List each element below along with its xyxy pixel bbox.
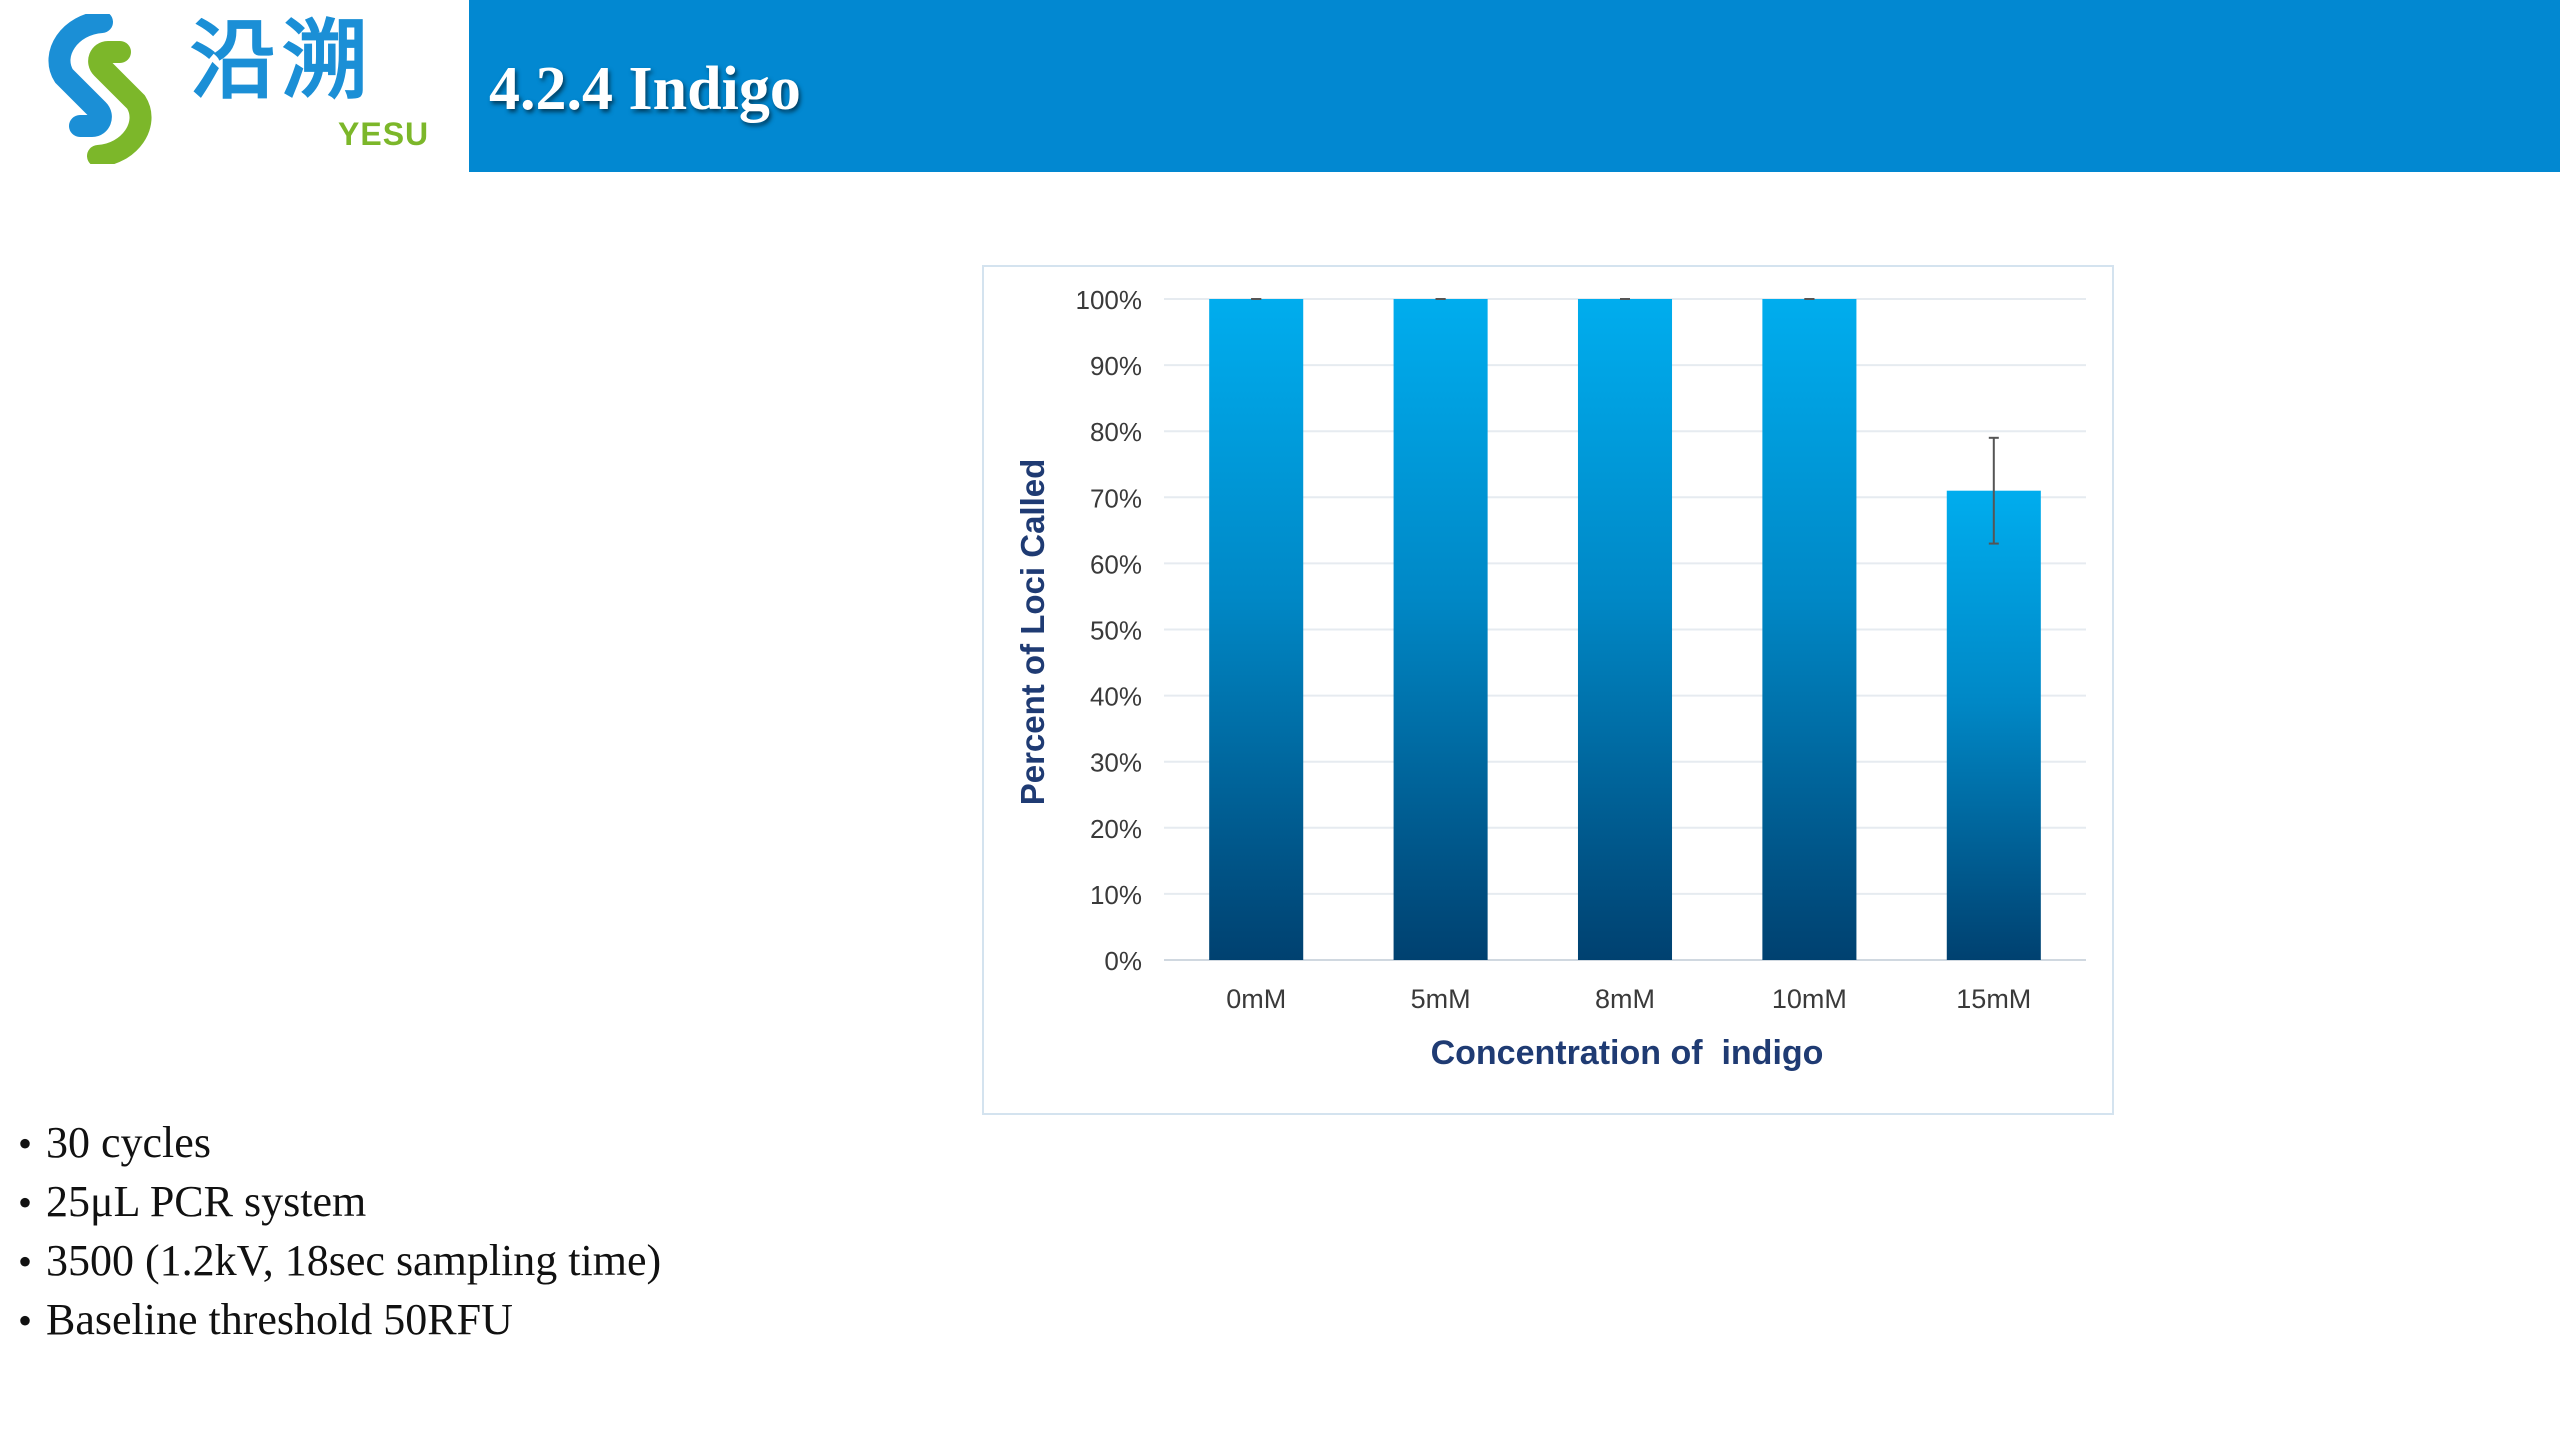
logo-chinese-text: 沿溯 (190, 11, 374, 111)
bar (1946, 490, 2041, 960)
bar-chart: 0% 10% 20% 30% 40% 50% 60% 70% 80% 90% 100% 0mM 5mM… (982, 265, 2114, 1115)
page-title: 4.2.4 Indigo (489, 55, 801, 123)
error-bars (1251, 298, 1999, 545)
chart-svg: 0% 10% 20% 30% 40% 50% 60% 70% 80% 90% 100% 0mM 5mM… (1014, 285, 2086, 1072)
y-tick-label: 0% (1104, 946, 1142, 976)
bullet-item: 25μL PCR system (18, 1173, 661, 1232)
yesu-logo-icon (48, 14, 152, 164)
logo: 沿溯 YESU (0, 0, 469, 172)
x-tick-label: 8mM (1595, 984, 1655, 1014)
logo-english-text: YESU (338, 116, 430, 152)
y-tick-label: 50% (1090, 616, 1142, 646)
y-tick-label: 90% (1090, 351, 1142, 381)
bar (1762, 299, 1857, 960)
y-axis-title: Percent of Loci Called (1014, 459, 1051, 806)
bullet-item: 3500 (1.2kV, 18sec sampling time) (18, 1232, 661, 1291)
y-tick-label: 30% (1090, 748, 1142, 778)
title-bar: 4.2.4 Indigo (469, 0, 2560, 172)
bullet-item: 30 cycles (18, 1114, 661, 1173)
x-tick-label: 10mM (1772, 984, 1847, 1014)
x-axis-ticks: 0mM 5mM 8mM 10mM 15mM (1226, 984, 2031, 1014)
bullet-list: 30 cycles 25μL PCR system 3500 (1.2kV, 1… (18, 1114, 661, 1350)
bars (1209, 299, 2041, 960)
y-tick-label: 60% (1090, 549, 1142, 579)
x-tick-label: 5mM (1411, 984, 1471, 1014)
bar (1209, 299, 1304, 960)
y-tick-label: 70% (1090, 483, 1142, 513)
bar (1393, 299, 1488, 960)
y-tick-label: 10% (1090, 880, 1142, 910)
y-tick-label: 40% (1090, 682, 1142, 712)
x-axis-title: Concentration of indigo (1431, 1034, 1824, 1072)
y-tick-label: 80% (1090, 417, 1142, 447)
bar (1577, 299, 1673, 960)
bullet-item: Baseline threshold 50RFU (18, 1291, 661, 1350)
x-tick-label: 15mM (1956, 984, 2031, 1014)
y-tick-label: 20% (1090, 814, 1142, 844)
y-axis-ticks: 0% 10% 20% 30% 40% 50% 60% 70% 80% 90% 100% (1076, 285, 1143, 976)
y-tick-label: 100% (1076, 285, 1143, 315)
x-tick-label: 0mM (1226, 984, 1286, 1014)
